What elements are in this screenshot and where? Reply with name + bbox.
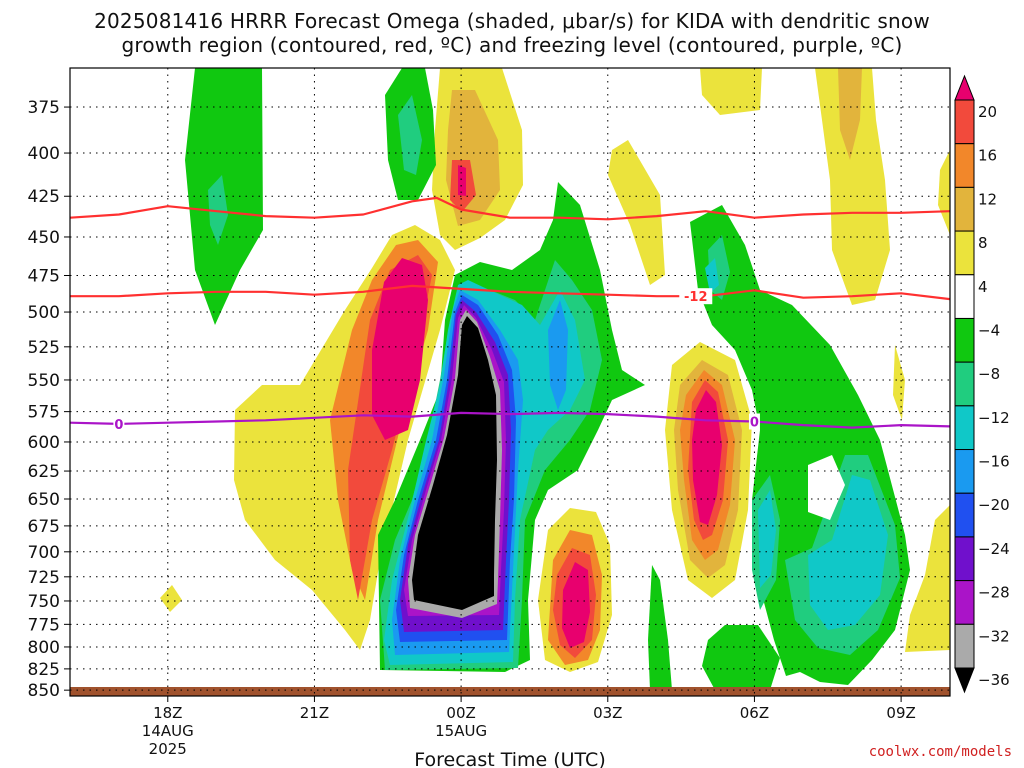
- colorbar-label: −12: [978, 409, 1010, 427]
- colorbar-segment: [954, 492, 975, 538]
- x-axis-label: Forecast Time (UTC): [414, 749, 605, 768]
- y-tick-label: 400: [28, 144, 60, 164]
- colorbar-top-arrow: [954, 74, 975, 101]
- x-tick-label: 03Z: [593, 704, 622, 722]
- colorbar-segment: [954, 186, 975, 232]
- contour-label-bg: [679, 288, 713, 305]
- colorbar-label: 20: [978, 103, 997, 121]
- colorbar-bottom-arrow: [954, 667, 975, 694]
- y-axis: 375 400 425 450 475 500 525 550 575 600 625 650 675 7…: [28, 98, 70, 701]
- colorbar-label: −32: [978, 627, 1010, 645]
- colorbar-label: −16: [978, 453, 1010, 471]
- contour-label-bg: [748, 413, 760, 430]
- x-tick-label: 09Z: [886, 704, 915, 722]
- omega-shading: [70, 68, 950, 696]
- colorbar-label: −20: [978, 496, 1010, 514]
- x-tick-label: 15AUG: [435, 722, 487, 740]
- colorbar-label: −4: [978, 321, 1000, 339]
- colorbar-label: −24: [978, 540, 1010, 558]
- chart-title-line1: 2025081416 HRRR Forecast Omega (shaded, …: [94, 9, 930, 33]
- contour-line: [70, 284, 950, 301]
- y-tick-label: 375: [28, 98, 60, 118]
- x-tick-label: 21Z: [300, 704, 329, 722]
- chart-title-line2: growth region (contoured, red, ºC) and f…: [121, 33, 903, 57]
- contour-line: [70, 411, 950, 429]
- plot-frame: [69, 67, 951, 697]
- y-tick-label: 725: [28, 568, 60, 588]
- y-tick-label: 675: [28, 517, 60, 537]
- colorbar-label: −8: [978, 365, 1000, 383]
- y-tick-label: 825: [28, 660, 60, 680]
- y-tick-label: 800: [28, 638, 60, 658]
- colorbar-segment: [954, 536, 975, 582]
- contour-label: -12: [684, 290, 708, 305]
- x-tick-label: 18Z: [153, 704, 182, 722]
- y-tick-label: 425: [28, 187, 60, 207]
- colorbar-label: 12: [978, 190, 997, 208]
- temperature-contours: -12 0 0: [70, 196, 950, 433]
- y-tick-label: 450: [28, 228, 60, 248]
- colorbar-segment: [954, 623, 975, 669]
- y-tick-label: 775: [28, 615, 60, 635]
- y-tick-label: 575: [28, 403, 60, 423]
- colorbar-segment: [954, 143, 975, 188]
- colorbar-segment: [954, 230, 975, 276]
- y-tick-label: 550: [28, 371, 60, 391]
- colorbar-label: 16: [978, 147, 997, 165]
- colorbar-label: −36: [978, 671, 1010, 689]
- colorbar-segment: [954, 274, 975, 319]
- contour-line: [70, 196, 950, 221]
- colorbar-segment: [954, 405, 975, 451]
- contour-label-bg: [113, 415, 125, 432]
- y-tick-label: 475: [28, 266, 60, 286]
- y-tick-label: 625: [28, 462, 60, 482]
- y-tick-label: 750: [28, 592, 60, 612]
- colorbar-segment: [954, 580, 975, 625]
- x-tick-label: 14AUG: [142, 722, 194, 740]
- colorbar-label: 8: [978, 234, 988, 252]
- grid-lines: [70, 68, 950, 696]
- x-tick-label: 06Z: [740, 704, 769, 722]
- colorbar-segment: [954, 361, 975, 407]
- colorbar-label: 4: [978, 278, 988, 296]
- x-tick-label: 00Z: [446, 704, 475, 722]
- colorbar-segment: [954, 449, 975, 494]
- x-tick-label: 2025: [149, 740, 187, 758]
- contour-label: 0: [750, 415, 759, 430]
- y-tick-label: 600: [28, 433, 60, 453]
- colorbar-segment: [954, 317, 975, 363]
- y-tick-label: 850: [28, 681, 60, 701]
- y-tick-label: 650: [28, 490, 60, 510]
- contour-label: 0: [114, 418, 123, 433]
- colorbar-segment: [954, 99, 975, 145]
- credit-link[interactable]: coolwx.com/models: [868, 744, 1012, 760]
- y-tick-label: 525: [28, 338, 60, 358]
- y-tick-label: 700: [28, 543, 60, 563]
- y-tick-label: 500: [28, 303, 60, 323]
- colorbar: 20 16 12 8 4 −4 −8 −12 −16 −20 −24 −28 −32 −36: [954, 74, 1010, 694]
- colorbar-label: −28: [978, 584, 1010, 602]
